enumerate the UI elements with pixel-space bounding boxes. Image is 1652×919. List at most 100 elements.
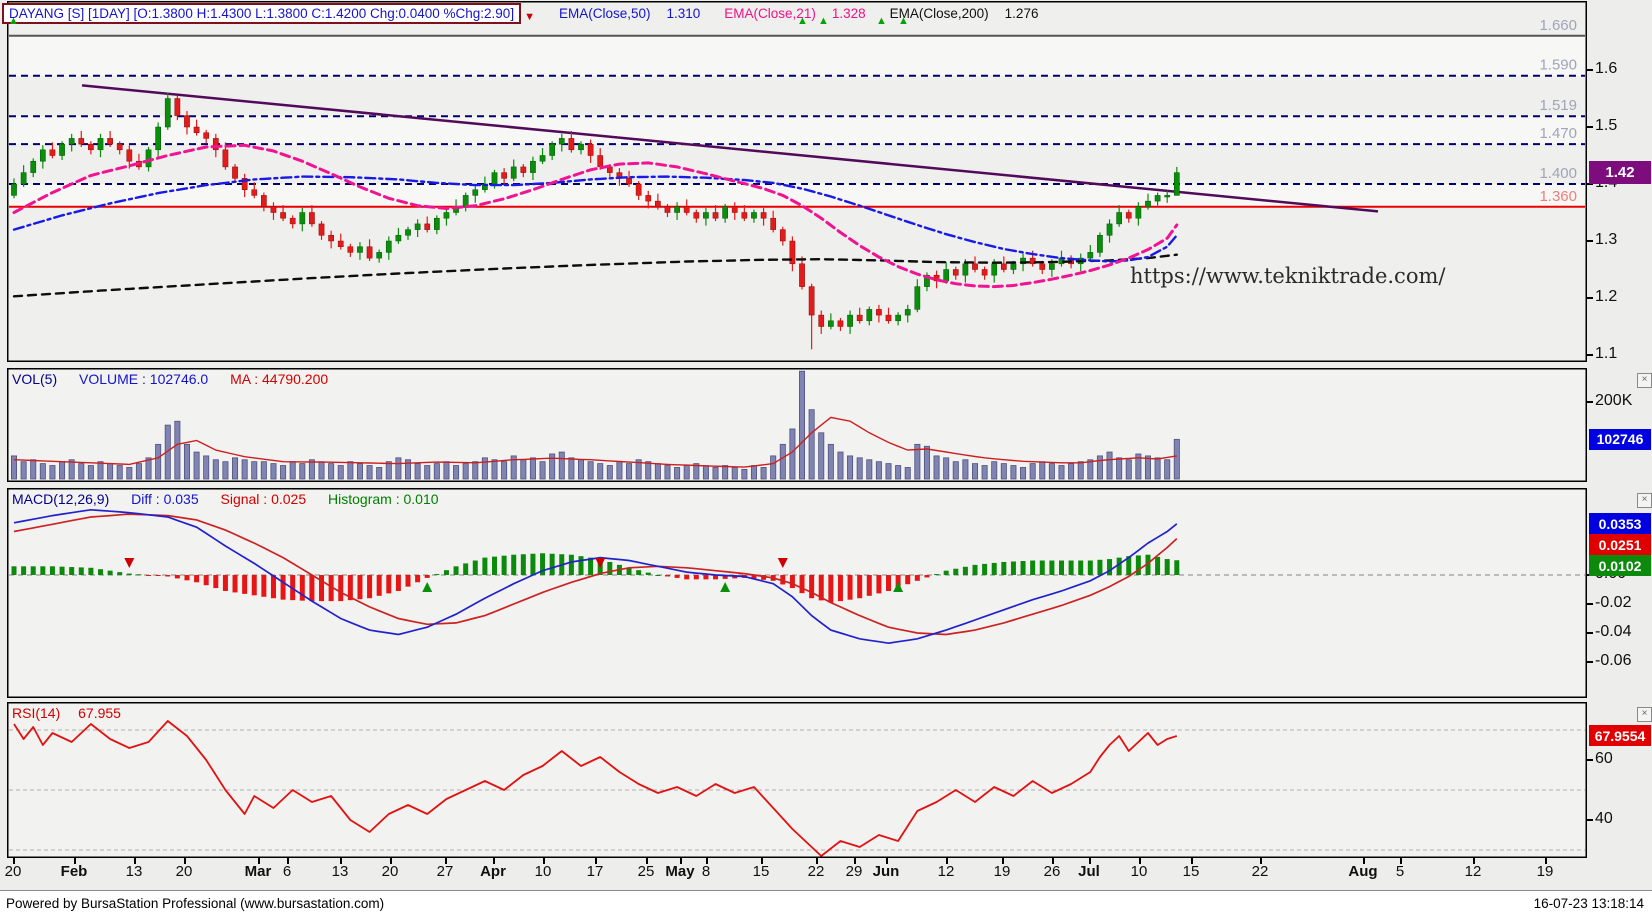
axis-tick <box>1587 69 1593 72</box>
date-axis-label: 27 <box>436 863 454 880</box>
date-axis-tick <box>340 858 342 864</box>
volume-value-label: VOLUME : 102746.0 <box>79 371 209 387</box>
symbol-info-bar: DAYANG [S] [1DAY] [O:1.3800 H:1.4300 L:1… <box>2 1 1038 25</box>
date-axis-label: Feb <box>60 863 88 880</box>
axis-tick <box>1587 632 1593 635</box>
volume-axis-tick-label: 200K <box>1595 391 1633 409</box>
date-axis-label: Jul <box>1078 863 1100 880</box>
date-axis-tick <box>946 858 948 864</box>
svg-text:1.400: 1.400 <box>1539 165 1577 182</box>
macd-panel-close-icon[interactable]: × <box>1637 493 1652 508</box>
date-axis-label: 5 <box>1395 863 1405 880</box>
date-axis-tick <box>74 858 76 864</box>
volume-panel <box>7 368 1587 482</box>
ema21-label: EMA(Close,21) <box>724 5 816 21</box>
date-axis-tick <box>706 858 708 864</box>
axis-tick <box>1587 758 1593 761</box>
svg-text:1.660: 1.660 <box>1539 17 1577 34</box>
date-axis-tick <box>184 858 186 864</box>
date-axis-tick <box>1089 858 1091 864</box>
date-axis-tick <box>445 858 447 864</box>
date-axis-tick <box>1139 858 1141 864</box>
up-arrow-icon: ▲ <box>818 15 829 27</box>
date-axis-tick <box>1191 858 1193 864</box>
macd-panel-header: MACD(12,26,9) Diff : 0.035 Signal : 0.02… <box>12 491 439 507</box>
macd-axis-tick-label: -0.06 <box>1595 652 1632 670</box>
macd-signal-label: Signal : 0.025 <box>220 491 307 507</box>
date-axis-label: May <box>665 863 695 880</box>
ema200-label: EMA(Close,200) <box>889 5 989 21</box>
ema21-value: 1.328 <box>831 5 866 21</box>
date-axis-label: 20 <box>4 863 22 880</box>
powered-by-label: Powered by BursaStation Professional (ww… <box>6 896 385 911</box>
up-arrow-icon: ▲ <box>8 15 19 27</box>
date-axis-tick <box>816 858 818 864</box>
rsi-panel-header: RSI(14) 67.955 <box>12 705 121 721</box>
date-axis-tick <box>595 858 597 864</box>
date-axis-tick <box>390 858 392 864</box>
date-axis-tick <box>1002 858 1004 864</box>
date-axis-label: 22 <box>1251 863 1269 880</box>
date-axis-label: 20 <box>175 863 193 880</box>
date-axis-label: 13 <box>331 863 349 880</box>
date-axis-label: 6 <box>282 863 292 880</box>
axis-tick <box>1587 240 1593 242</box>
date-axis-label: 13 <box>125 863 143 880</box>
price-axis-tick-label: 1.3 <box>1595 231 1618 248</box>
svg-text:1.360: 1.360 <box>1539 188 1577 205</box>
date-axis-tick <box>1473 858 1475 864</box>
date-axis-tick <box>543 858 545 864</box>
date-axis-label: 29 <box>845 863 863 880</box>
axis-tick <box>1587 126 1593 128</box>
date-axis-label: Jun <box>872 863 900 880</box>
date-axis-label: 17 <box>586 863 604 880</box>
svg-text:1.590: 1.590 <box>1539 57 1577 74</box>
price-axis-tick-label: 1.2 <box>1595 287 1618 305</box>
date-axis-tick <box>1545 858 1547 864</box>
up-arrow-icon: ▲ <box>797 15 808 27</box>
date-axis-tick <box>493 858 495 864</box>
macd-signal-badge: 0.0251 <box>1589 534 1651 556</box>
date-axis-tick <box>1363 858 1365 864</box>
up-arrow-icon: ▲ <box>876 15 887 27</box>
price-axis-tick-label: 1.6 <box>1595 60 1618 78</box>
date-axis-label: 26 <box>1043 863 1061 880</box>
svg-text:https://www.tekniktrade.com/: https://www.tekniktrade.com/ <box>1130 264 1446 288</box>
macd-axis-tick-label: -0.04 <box>1595 623 1632 641</box>
macd-indicator-name: MACD(12,26,9) <box>12 491 110 507</box>
date-axis-label: 19 <box>993 863 1011 880</box>
date-axis-label: 19 <box>1536 863 1554 880</box>
date-axis-label: Apr <box>480 863 506 880</box>
date-axis-tick <box>13 858 15 864</box>
axis-tick <box>1587 603 1593 606</box>
date-axis-label: 15 <box>752 863 770 880</box>
date-axis-label: 25 <box>637 863 655 880</box>
down-arrow-icon: ▼ <box>524 11 535 23</box>
macd-histogram-badge: 0.0102 <box>1589 555 1651 577</box>
date-axis-tick <box>134 858 136 864</box>
svg-text:1.470: 1.470 <box>1539 125 1577 142</box>
date-axis-label: 12 <box>937 863 955 880</box>
date-axis-tick <box>761 858 763 864</box>
axis-tick <box>1587 353 1593 356</box>
date-axis-tick <box>886 858 888 864</box>
timestamp-label: 16-07-23 13:18:14 <box>1533 896 1644 911</box>
ema50-value: 1.310 <box>666 5 701 21</box>
macd-panel <box>7 488 1587 698</box>
macd-axis-tick-label: -0.02 <box>1595 594 1632 612</box>
rsi-panel <box>7 702 1587 858</box>
date-axis-tick <box>646 858 648 864</box>
date-axis-tick <box>854 858 856 864</box>
volume-panel-close-icon[interactable]: × <box>1637 373 1652 388</box>
last-price-badge: 1.42 <box>1589 161 1651 185</box>
rsi-panel-close-icon[interactable]: × <box>1637 707 1652 722</box>
volume-badge: 102746 <box>1589 428 1651 450</box>
date-axis-label: 22 <box>807 863 825 880</box>
rsi-axis-tick-label: 40 <box>1595 809 1613 827</box>
up-arrow-icon: ▲ <box>898 15 909 27</box>
rsi-value-label: 67.955 <box>78 705 121 721</box>
macd-diff-badge: 0.0353 <box>1589 513 1651 535</box>
ema200-value: 1.276 <box>1004 5 1039 21</box>
rsi-badge: 67.9554 <box>1589 725 1651 747</box>
